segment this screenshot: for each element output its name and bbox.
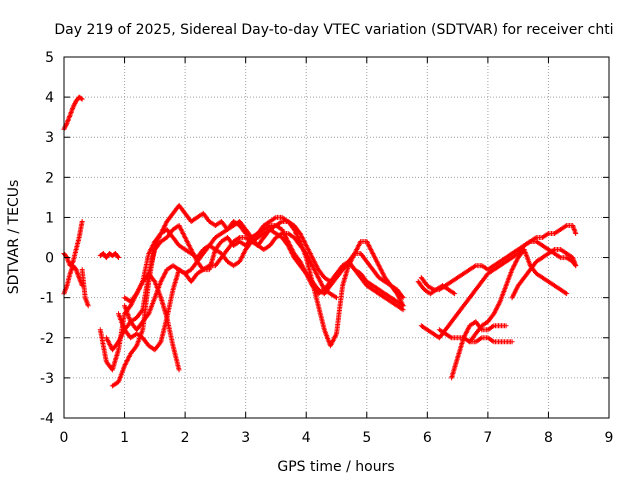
y-tick-label: -1 xyxy=(40,291,54,307)
series-track-1 xyxy=(61,94,85,132)
x-tick-label: 2 xyxy=(181,430,190,446)
plot-frame xyxy=(63,56,610,419)
series-track-2 xyxy=(61,218,85,269)
x-axis-label: GPS time / hours xyxy=(277,459,394,475)
series-track-8 xyxy=(109,227,406,389)
chart-title: Day 219 of 2025, Sidereal Day-to-day VTE… xyxy=(54,22,613,38)
series-track-11 xyxy=(122,271,182,373)
series-track-9 xyxy=(116,219,406,353)
y-tick-label: 3 xyxy=(45,130,54,146)
series-track-10 xyxy=(122,219,339,333)
y-tick-label: 2 xyxy=(45,170,54,186)
x-tick-label: 1 xyxy=(120,430,129,446)
y-tick-label: -2 xyxy=(40,331,54,347)
y-tick-label: 0 xyxy=(45,251,54,267)
y-tick-label: 4 xyxy=(45,90,54,106)
series-track-16 xyxy=(467,247,570,345)
y-tick-label: 5 xyxy=(45,50,54,66)
x-tick-label: 7 xyxy=(483,430,492,446)
series-track-4 xyxy=(79,267,91,309)
grid xyxy=(64,57,609,418)
x-tick-label: 3 xyxy=(241,430,250,446)
y-axis-label: SDTVAR / TECUs xyxy=(6,180,22,295)
series-track-15 xyxy=(449,319,509,381)
series-track-13 xyxy=(418,239,579,341)
x-tick-label: 5 xyxy=(362,430,371,446)
y-tick-label: 1 xyxy=(45,210,54,226)
x-tick-label: 0 xyxy=(60,430,69,446)
ticks: 0 1 2 3 4 5 6 7 8 9 -4 -3 -2 -1 0 1 2 3 4 5 xyxy=(40,50,613,446)
series-track-3 xyxy=(61,263,85,297)
x-tick-label: 8 xyxy=(544,430,553,446)
series-layer xyxy=(61,94,579,389)
x-tick-label: 4 xyxy=(302,430,311,446)
series-track-5 xyxy=(97,251,121,261)
y-tick-label: -4 xyxy=(40,411,54,427)
x-tick-label: 9 xyxy=(605,430,614,446)
y-tick-label: -3 xyxy=(40,371,54,387)
series-track-18 xyxy=(415,279,458,297)
x-tick-label: 6 xyxy=(423,430,432,446)
series-track-17 xyxy=(509,247,579,301)
